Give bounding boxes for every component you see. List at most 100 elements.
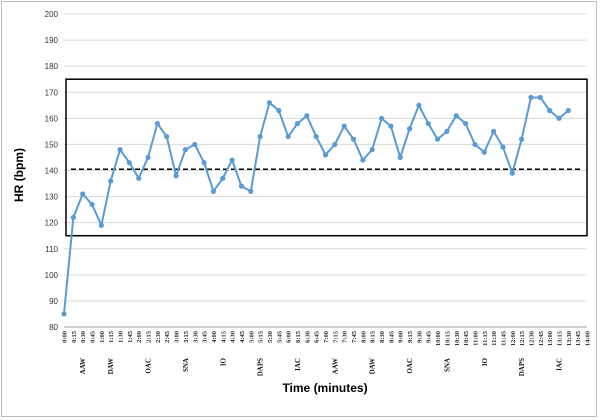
x-tick-label: 12:30 [528,331,535,346]
x-tick-label: 0:15 [71,330,78,343]
y-tick-label: 110 [45,245,58,254]
x-tick-label: 13:15 [556,330,563,346]
data-point [565,107,571,114]
data-point [472,141,478,148]
data-point [294,120,301,127]
y-tick-label: 90 [49,297,58,306]
y-tick-label: 200 [45,10,59,19]
x-tick-label: 10:45 [463,330,470,346]
y-tick-label: 80 [49,323,58,332]
data-point [276,107,282,114]
x-tick-label: 13:30 [566,331,573,346]
data-point [89,201,95,208]
x-tick-label: 6:00 [286,331,293,343]
data-point [406,126,413,132]
x-tick-label: 9:45 [426,330,433,343]
data-point [145,154,151,161]
data-point [434,136,441,142]
data-point [248,188,254,194]
data-point [80,191,86,197]
phase-annotation: AAW [79,358,87,374]
series-points [61,94,571,317]
x-tick-label: 4:15 [220,330,227,343]
data-point [547,107,553,114]
phase-annotation: OAC [406,358,414,374]
y-tick-label: 160 [45,114,59,123]
phase-annotation: IAC [294,358,302,371]
y-tick-label: 130 [45,193,59,202]
data-point [304,113,310,119]
x-tick-label: 11:45 [500,330,507,346]
x-tick-label: 0:45 [90,330,97,343]
data-point [519,136,525,142]
x-tick-label: 10:15 [444,330,451,346]
x-tick-label: 8:30 [379,331,386,343]
x-tick-label: 7:45 [351,330,358,343]
x-tick-labels: 0:00 0:15 0:30 0:45 1:00 1:15 1:30 1:45 2:00 2:15… [62,330,592,346]
y-tick-labels: 80 90 100 110 120 130 140 150 160 170 180 190 200 [45,10,59,332]
data-point [500,144,506,150]
x-tick-label: 8:00 [360,331,367,343]
data-point [425,120,431,127]
data-point [117,147,123,153]
y-tick-label: 180 [45,62,59,71]
data-point [257,133,263,140]
x-tick-label: 3:00 [174,331,181,343]
data-point [192,141,198,148]
x-tick-label: 8:15 [370,330,377,343]
phase-annotation: SNA [182,358,190,372]
x-tick-label: 14:00 [585,331,592,346]
x-tick-label: 12:15 [519,330,526,346]
data-point [126,160,132,166]
x-tick-label: 5:30 [267,331,274,343]
x-tick-label: 9:00 [398,331,405,343]
data-point [182,147,189,153]
data-point [266,100,273,106]
data-point [556,115,562,121]
x-tick-label: 5:45 [276,330,283,343]
data-point [444,128,450,134]
x-tick-label: 0:00 [62,331,69,343]
data-point [378,115,385,121]
data-point [369,147,375,153]
phase-annotation: SNA [443,358,451,372]
data-point [220,175,226,181]
x-tick-label: 3:30 [192,331,199,343]
x-tick-label: 12:00 [510,331,517,346]
y-tick-label: 140 [45,167,59,176]
data-point [416,102,422,108]
data-point [322,152,329,158]
x-tick-label: 6:30 [304,331,311,343]
x-tick-label: 11:00 [472,331,479,346]
y-tick-label: 120 [45,219,59,228]
phase-annotation: DAW [369,358,377,374]
data-point [332,141,338,148]
data-point [70,214,76,221]
x-tick-label: 3:45 [202,330,209,343]
x-tick-label: 1:45 [127,330,134,343]
x-tick-label: 9:15 [407,330,414,343]
x-tick-label: 7:30 [342,331,349,343]
x-tick-label: 7:00 [323,331,330,343]
x-tick-label: 6:45 [314,330,321,343]
data-point [173,173,179,179]
x-tick-label: 11:15 [482,330,489,346]
x-tick-label: 10:30 [454,331,461,346]
data-point [285,133,291,140]
x-tick-label: 10:00 [435,331,442,346]
data-point [210,188,217,194]
phase-annotation: OAC [145,358,153,374]
x-tick-label: 13:45 [575,330,582,346]
data-point [201,160,207,166]
data-point [108,178,114,184]
x-tick-label: 9:30 [416,331,423,343]
phase-annotation: IAC [555,358,563,371]
phase-annotation: DAW [107,358,115,374]
data-point [491,128,497,134]
x-tick-label: 4:45 [239,330,246,343]
phase-annotation: IO [481,357,489,366]
y-tick-label: 150 [45,140,59,149]
data-point [360,157,366,163]
